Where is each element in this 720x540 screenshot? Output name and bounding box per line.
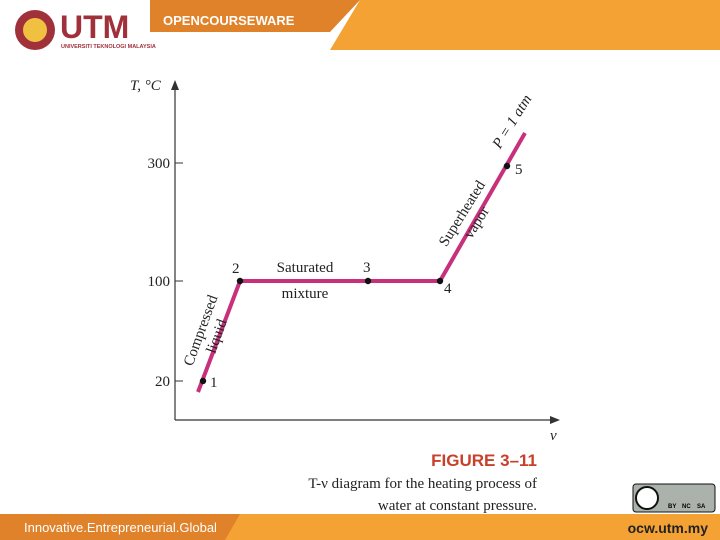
- state-point: [236, 277, 244, 285]
- header-band: [150, 0, 720, 50]
- logo-text: UTM: [60, 9, 129, 45]
- caption-text: water at constant pressure.: [378, 498, 537, 514]
- state-point: [503, 162, 511, 170]
- y-axis-label: T, °C: [130, 78, 162, 94]
- caption-number: FIGURE 3–11: [431, 451, 537, 470]
- license-term: SA: [697, 504, 706, 510]
- license-badge: BY NC SA: [632, 483, 716, 513]
- logo-crest-inner: [23, 18, 47, 42]
- license-term: BY: [668, 504, 676, 510]
- point-label: 2: [232, 261, 240, 277]
- tagline: Innovative.Entrepreneurial.Global: [24, 520, 217, 535]
- state-points: [199, 162, 511, 385]
- state-point: [364, 277, 372, 285]
- state-point: [436, 277, 444, 285]
- y-arrow: [171, 80, 179, 90]
- figure-panel: [128, 75, 565, 515]
- caption-text: T-ν diagram for the heating process of: [308, 476, 537, 492]
- university-name: UNIVERSITI TEKNOLOGI MALAYSIA: [61, 44, 156, 50]
- point-label: 3: [363, 260, 371, 276]
- region-text: Saturated: [277, 260, 334, 276]
- y-tick-label: 100: [148, 274, 171, 290]
- point-label: 5: [515, 162, 523, 178]
- y-tick-label: 20: [155, 374, 170, 390]
- section-title: OPENCOURSEWARE: [163, 13, 295, 28]
- footer-tab: [0, 514, 240, 540]
- region-text: mixture: [282, 286, 329, 302]
- process-line: [196, 132, 527, 393]
- state-point: [199, 377, 207, 385]
- header-tab: [150, 0, 360, 32]
- y-tick-label: 300: [148, 156, 171, 172]
- cc-circle: [635, 486, 659, 510]
- x-axis-label: v: [550, 428, 557, 444]
- x-arrow: [550, 416, 560, 424]
- license-term: NC: [682, 504, 691, 510]
- point-label: 4: [444, 281, 452, 297]
- point-label: 1: [210, 375, 218, 391]
- footer-url: ocw.utm.my: [628, 520, 709, 536]
- axes: [171, 80, 560, 424]
